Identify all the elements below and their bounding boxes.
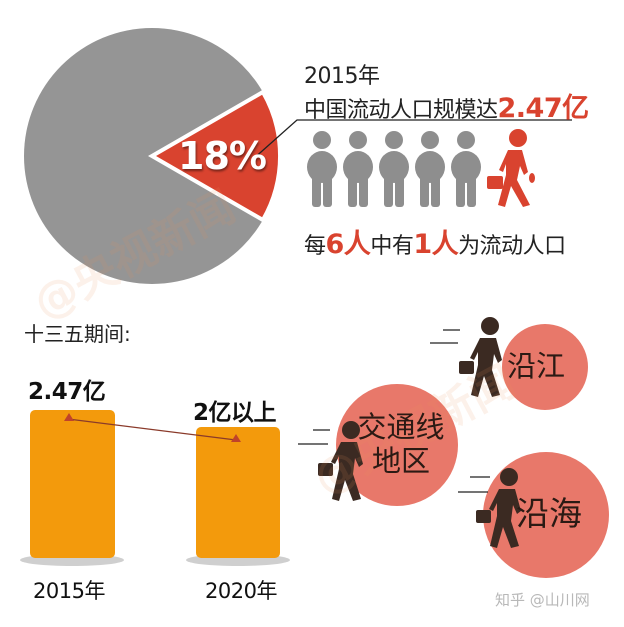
trend-line	[67, 418, 237, 441]
bar-year-label: 2015年	[33, 579, 105, 603]
bar-value-label: 2.47亿	[28, 379, 106, 405]
bubble-label-jiaotongxian: 交通线 地区	[354, 410, 448, 478]
people-row	[307, 129, 535, 207]
bubble-yanjiang	[502, 324, 588, 410]
bar-year-label: 2020年	[205, 579, 277, 603]
walking-person-icon	[458, 468, 521, 548]
ratio-text: 每	[304, 234, 326, 259]
leader-line	[251, 119, 572, 161]
header-year: 2015年	[304, 64, 380, 89]
walking-person-icon	[487, 129, 535, 207]
ratio-statement: 每6人中有1人为流动人口	[304, 222, 566, 261]
person-icon	[379, 131, 409, 207]
pie-slice-floating	[147, 89, 282, 223]
bubble-label-line: 交通线	[357, 410, 445, 444]
bubble-label-yanhai: 沿海	[516, 494, 582, 533]
destination-bubbles	[298, 317, 609, 578]
ratio-number: 6人	[325, 229, 371, 260]
ratio-text: 为流动人口	[458, 234, 566, 259]
scale-prefix: 中国流动人口规模达	[304, 98, 498, 123]
ratio-text: 中有	[370, 234, 414, 259]
walking-person-icon	[430, 317, 502, 397]
walking-person-icon	[298, 421, 363, 501]
scale-value: 2.47亿	[497, 93, 590, 124]
bar-2020	[196, 427, 280, 558]
bar-chart	[20, 410, 290, 566]
person-icon	[343, 131, 373, 207]
person-icon	[415, 131, 445, 207]
person-icon	[451, 131, 481, 207]
bubble-label-line: 地区	[371, 444, 430, 478]
bubble-label-yanjiang: 沿江	[507, 349, 566, 383]
section-title: 十三五期间:	[24, 322, 131, 346]
person-icon	[307, 131, 337, 207]
trend-marker	[64, 413, 74, 421]
header-scale: 中国流动人口规模达2.47亿	[304, 86, 589, 125]
pie-chart	[24, 28, 282, 284]
ratio-number: 1人	[413, 229, 459, 260]
bubble-jiaotongxian	[336, 384, 458, 506]
source-credit: 知乎 @山川网	[495, 591, 590, 609]
pie-percentage-label: 18%	[178, 134, 267, 178]
trend-marker	[231, 434, 241, 442]
bar-value-label: 2亿以上	[193, 400, 277, 426]
bar-2015	[30, 410, 115, 558]
